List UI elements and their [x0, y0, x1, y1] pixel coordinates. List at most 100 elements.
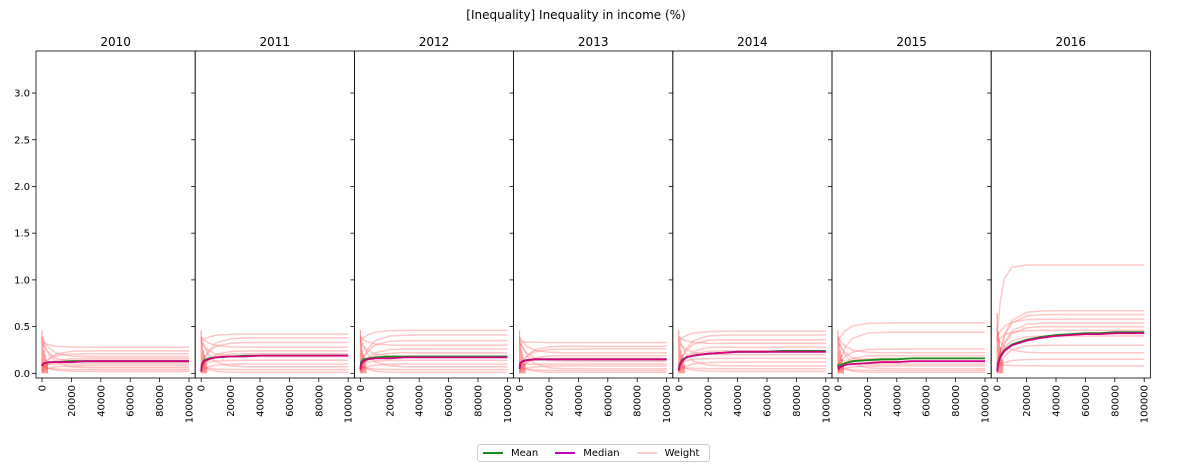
- weight-line: [837, 336, 985, 354]
- weight-line: [41, 340, 189, 348]
- y-tick-label: 2.0: [14, 182, 30, 193]
- weight-line: [997, 363, 1145, 367]
- legend-label-median: Median: [583, 447, 620, 459]
- y-tick-label: 0.5: [14, 322, 30, 333]
- weight-line: [359, 329, 508, 343]
- mean-line: [837, 357, 985, 369]
- panel-2012: 2012 0 20000 40000 60000 80000 100000: [350, 35, 514, 423]
- x-tick-label: 0: [197, 385, 208, 391]
- panel-title: 2011: [260, 35, 291, 49]
- x-tick-label: 20000: [704, 385, 715, 417]
- chart-legend: Mean Median Weight: [477, 444, 710, 462]
- panel-2014: 2014 0 20000 40000 60000 80000 100000: [668, 35, 833, 423]
- x-tick-label: 0: [674, 385, 685, 391]
- x-tick-label: 100000: [185, 385, 196, 423]
- x-tick-label: 40000: [96, 385, 107, 417]
- panel-title: 2012: [419, 35, 450, 49]
- x-tick-label: 20000: [385, 385, 396, 417]
- x-tick-label: 80000: [314, 385, 325, 417]
- weight-mean-overlay: [41, 360, 189, 367]
- x-tick-label: 100000: [1140, 385, 1151, 423]
- weight-mean-overlay: [837, 360, 985, 370]
- x-tick-label: 100000: [662, 385, 673, 423]
- weight-line: [359, 336, 508, 347]
- x-tick-label: 80000: [633, 385, 644, 417]
- panel-frame: [194, 50, 355, 379]
- x-tick-label: 0: [515, 385, 526, 391]
- panel-title: 2016: [1056, 35, 1087, 49]
- x-tick-label: 40000: [1052, 385, 1063, 417]
- x-tick-label: 100000: [981, 385, 992, 423]
- x-tick-label: 80000: [155, 385, 166, 417]
- legend-swatch-mean: [483, 452, 503, 454]
- panel-title: 2013: [578, 35, 609, 49]
- x-tick-label: 60000: [603, 385, 614, 417]
- legend-label-mean: Mean: [511, 447, 539, 459]
- y-tick-label: 0.0: [14, 369, 30, 380]
- weight-line: [519, 340, 667, 344]
- weight-line: [678, 336, 826, 367]
- x-tick-label: 0: [38, 385, 49, 391]
- weight-line: [200, 363, 349, 374]
- x-tick-label: 80000: [1110, 385, 1121, 417]
- panel-2015: 2015 0 20000 40000 60000 80000 100000: [828, 35, 992, 423]
- x-tick-label: 20000: [863, 385, 874, 417]
- x-tick-label: 60000: [126, 385, 137, 417]
- weight-line: [518, 336, 667, 370]
- panel-frame: [831, 50, 992, 379]
- weight-line: [837, 322, 985, 342]
- weight-mean-overlay: [200, 355, 349, 372]
- legend-label-weight: Weight: [664, 447, 700, 459]
- weight-line: [678, 336, 826, 345]
- x-tick-label: 0: [993, 385, 1004, 391]
- x-tick-label: 40000: [892, 385, 903, 417]
- panel-frame: [513, 50, 674, 379]
- weight-line: [41, 336, 189, 358]
- legend-swatch-median: [555, 452, 576, 454]
- legend-item-weight: Weight: [636, 447, 700, 459]
- weight-line: [518, 336, 667, 354]
- weight-line: [200, 336, 349, 368]
- panel-frame: [990, 50, 1151, 379]
- x-tick-label: 80000: [792, 385, 803, 417]
- weight-line: [678, 366, 826, 370]
- x-tick-label: 80000: [951, 385, 962, 417]
- x-tick-label: 40000: [733, 385, 744, 417]
- panel-2013: 2013 0 20000 40000 60000 80000 100000: [509, 35, 674, 423]
- weight-line: [200, 363, 349, 373]
- chart-panels: 2010 0 20000 40000 60000 80000 100000 0.0 0.5 1.0…: [14, 35, 1151, 423]
- panel-frame: [35, 50, 196, 379]
- weight-line: [837, 336, 985, 370]
- x-tick-label: 40000: [574, 385, 585, 417]
- y-tick-label: 3.0: [14, 89, 30, 100]
- weight-line: [996, 264, 1145, 342]
- y-tick-label: 2.5: [14, 135, 30, 146]
- weight-line: [359, 336, 508, 368]
- x-tick-label: 100000: [344, 385, 355, 423]
- x-tick-label: 20000: [67, 385, 78, 417]
- x-tick-label: 100000: [821, 385, 832, 423]
- weight-line: [996, 336, 1145, 354]
- weight-mean-overlay: [678, 351, 826, 371]
- x-tick-label: 80000: [474, 385, 485, 417]
- weight-line: [359, 363, 508, 374]
- panel-frame: [353, 50, 514, 379]
- x-tick-label: 60000: [444, 385, 455, 417]
- x-tick-label: 0: [356, 385, 367, 391]
- legend-item-mean: Mean: [483, 448, 538, 459]
- x-tick-label: 20000: [545, 385, 556, 417]
- x-tick-label: 60000: [763, 385, 774, 417]
- panel-2016: 2016 0 20000 40000 60000 80000 100000: [987, 35, 1151, 423]
- y-tick-label: 1.0: [14, 275, 30, 286]
- x-tick-label: 100000: [503, 385, 514, 423]
- y-tick-label: 1.5: [14, 229, 30, 240]
- panel-2011: 2011 0 20000 40000 60000 80000 100000: [191, 35, 355, 423]
- x-tick-label: 40000: [256, 385, 267, 417]
- weight-line: [996, 329, 1145, 343]
- x-tick-label: 20000: [226, 385, 237, 417]
- panel-title: 2015: [896, 35, 927, 49]
- weight-line: [678, 330, 826, 343]
- x-tick-label: 40000: [415, 385, 426, 417]
- weight-line: [996, 318, 1145, 338]
